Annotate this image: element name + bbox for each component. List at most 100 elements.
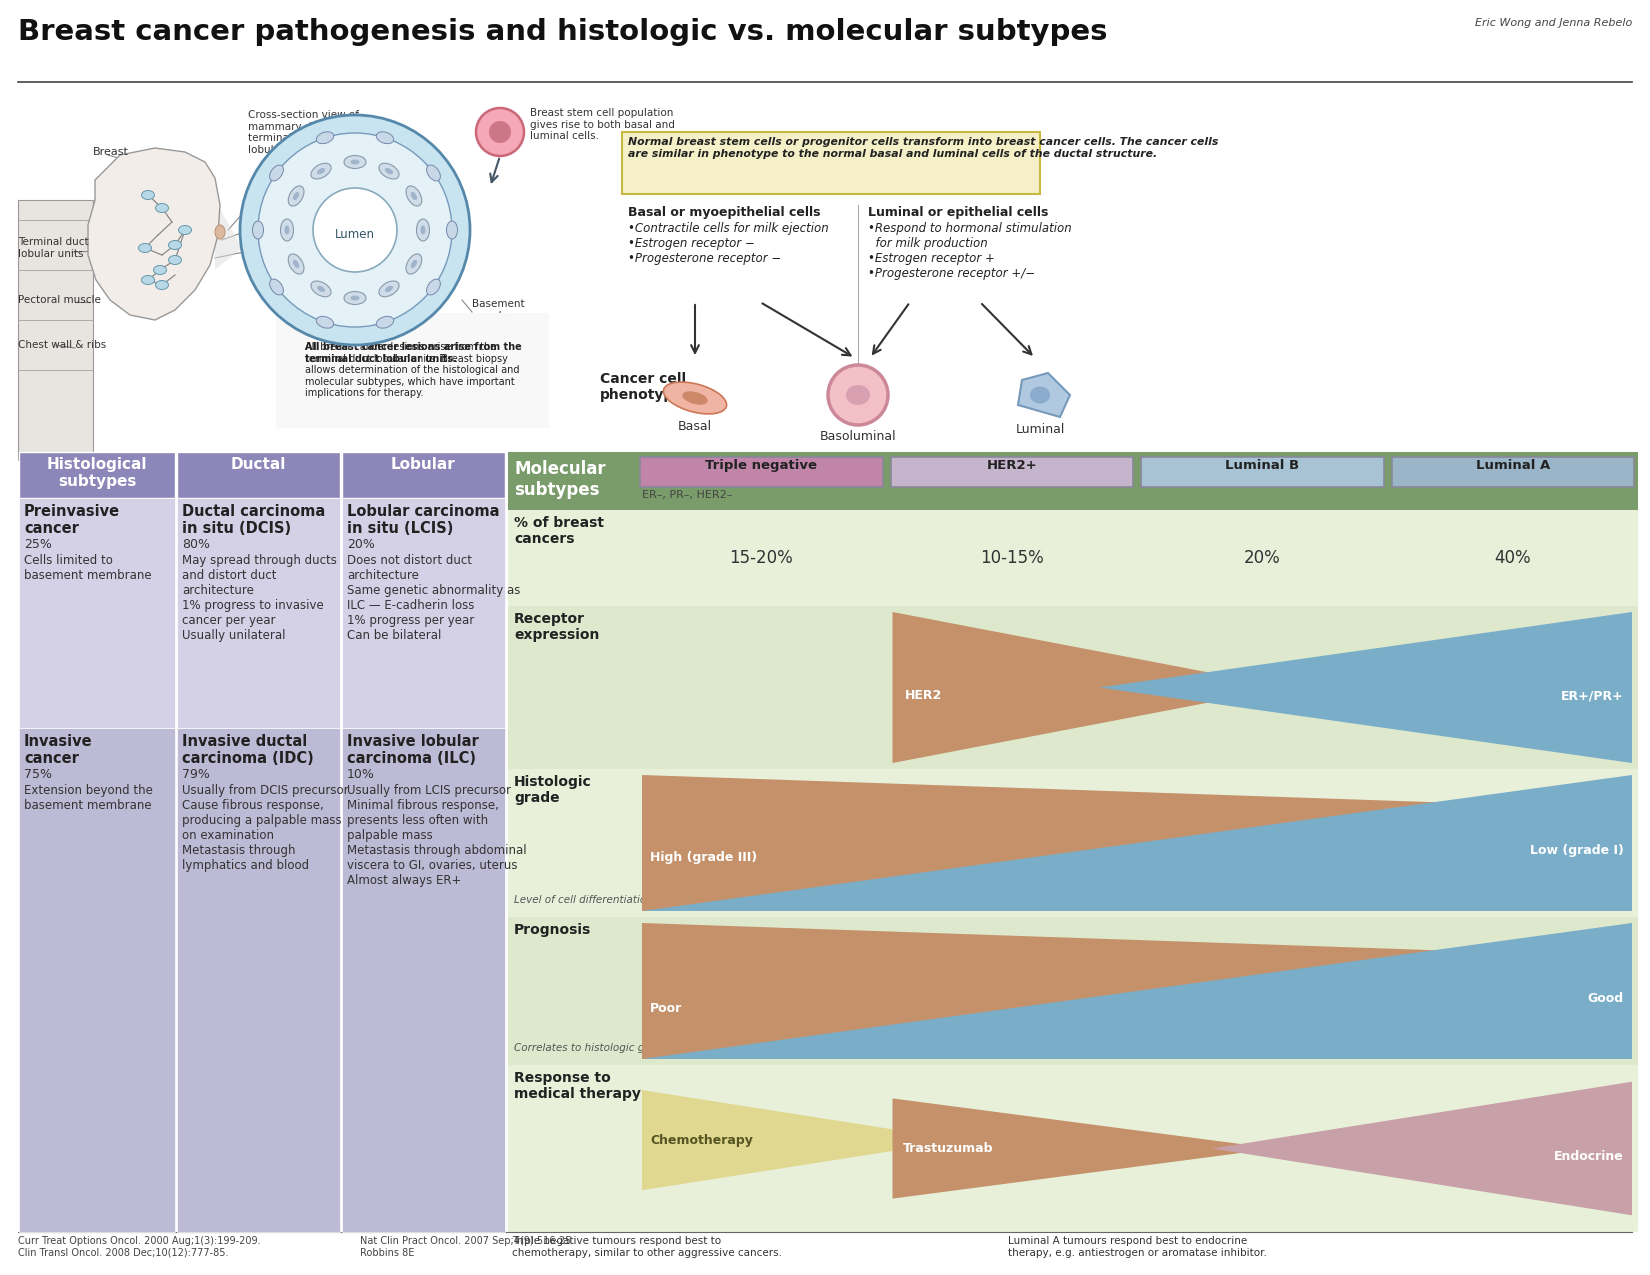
FancyBboxPatch shape bbox=[508, 1065, 1638, 1232]
Ellipse shape bbox=[168, 241, 182, 250]
Text: Good: Good bbox=[1587, 992, 1624, 1005]
Text: Invasive ductal
carcinoma (IDC): Invasive ductal carcinoma (IDC) bbox=[182, 734, 314, 766]
Text: Response to
medical therapy: Response to medical therapy bbox=[515, 1071, 640, 1102]
Ellipse shape bbox=[416, 219, 429, 241]
Text: Breast: Breast bbox=[92, 147, 129, 157]
Text: Invasive lobular
carcinoma (ILC): Invasive lobular carcinoma (ILC) bbox=[346, 734, 478, 766]
Ellipse shape bbox=[289, 254, 304, 274]
Polygon shape bbox=[1099, 612, 1632, 762]
Text: Usually from DCIS precursor
Cause fibrous response,
producing a palpable mass
on: Usually from DCIS precursor Cause fibrou… bbox=[182, 784, 348, 872]
Ellipse shape bbox=[289, 186, 304, 207]
Ellipse shape bbox=[411, 260, 417, 268]
Circle shape bbox=[828, 365, 888, 425]
FancyBboxPatch shape bbox=[342, 499, 505, 728]
Ellipse shape bbox=[214, 224, 224, 238]
Text: Cells limited to
basement membrane: Cells limited to basement membrane bbox=[25, 555, 152, 581]
Text: •Respond to hormonal stimulation
  for milk production
•Estrogen receptor +
•Pro: •Respond to hormonal stimulation for mil… bbox=[868, 222, 1072, 280]
FancyBboxPatch shape bbox=[508, 510, 1638, 606]
Text: Nipple: Nipple bbox=[244, 205, 279, 215]
Text: Preinvasive
cancer: Preinvasive cancer bbox=[25, 504, 120, 537]
Ellipse shape bbox=[447, 221, 457, 238]
Ellipse shape bbox=[139, 244, 152, 252]
Text: •Contractile cells for milk ejection
•Estrogen receptor −
•Progesterone receptor: •Contractile cells for milk ejection •Es… bbox=[629, 222, 828, 265]
Text: HER2: HER2 bbox=[904, 690, 942, 703]
Text: Stroma: Stroma bbox=[244, 244, 282, 252]
Text: 80%: 80% bbox=[182, 538, 210, 551]
Text: Usually from LCIS precursor
Minimal fibrous response,
presents less often with
p: Usually from LCIS precursor Minimal fibr… bbox=[346, 784, 526, 887]
FancyBboxPatch shape bbox=[508, 769, 1638, 917]
Polygon shape bbox=[642, 923, 1632, 1060]
Ellipse shape bbox=[155, 280, 168, 289]
Ellipse shape bbox=[178, 226, 191, 235]
Ellipse shape bbox=[406, 254, 422, 274]
FancyBboxPatch shape bbox=[20, 453, 175, 499]
Ellipse shape bbox=[380, 163, 399, 179]
Ellipse shape bbox=[317, 316, 333, 328]
Text: Ducts: Ducts bbox=[244, 223, 276, 233]
Text: May spread through ducts
and distort duct
architecture
1% progress to invasive
c: May spread through ducts and distort duc… bbox=[182, 555, 337, 643]
Ellipse shape bbox=[350, 159, 360, 164]
FancyBboxPatch shape bbox=[640, 456, 883, 487]
Text: Invasive
cancer: Invasive cancer bbox=[25, 734, 92, 766]
Text: Luminal A: Luminal A bbox=[1475, 459, 1549, 472]
Ellipse shape bbox=[384, 168, 393, 175]
Text: Basal or myoepithelial cells: Basal or myoepithelial cells bbox=[629, 207, 820, 219]
Text: Extension beyond the
basement membrane: Extension beyond the basement membrane bbox=[25, 784, 153, 812]
Polygon shape bbox=[893, 1098, 1275, 1198]
Circle shape bbox=[314, 187, 398, 272]
Ellipse shape bbox=[317, 131, 333, 144]
Text: Nat Clin Pract Oncol. 2007 Sep;4(9):516-25.
Robbins 8E: Nat Clin Pract Oncol. 2007 Sep;4(9):516-… bbox=[360, 1235, 574, 1257]
Ellipse shape bbox=[376, 316, 394, 328]
FancyBboxPatch shape bbox=[20, 728, 175, 1232]
Polygon shape bbox=[893, 612, 1287, 762]
FancyBboxPatch shape bbox=[1391, 456, 1634, 487]
Polygon shape bbox=[642, 1090, 962, 1191]
Ellipse shape bbox=[294, 260, 299, 268]
Text: 10%: 10% bbox=[346, 768, 375, 782]
Text: Luminal B: Luminal B bbox=[1226, 459, 1299, 472]
Ellipse shape bbox=[155, 204, 168, 213]
Ellipse shape bbox=[142, 275, 155, 284]
Text: Basoluminal: Basoluminal bbox=[820, 430, 896, 442]
Text: Poor: Poor bbox=[650, 1002, 681, 1015]
Text: Chemotherapy: Chemotherapy bbox=[650, 1133, 752, 1146]
Text: Does not distort duct
architecture
Same genetic abnormality as
ILC — E-cadherin : Does not distort duct architecture Same … bbox=[346, 555, 520, 643]
Ellipse shape bbox=[280, 219, 294, 241]
Ellipse shape bbox=[252, 221, 264, 238]
Ellipse shape bbox=[142, 190, 155, 199]
FancyBboxPatch shape bbox=[20, 499, 175, 728]
Ellipse shape bbox=[427, 279, 441, 295]
FancyBboxPatch shape bbox=[177, 453, 340, 499]
Text: 79%: 79% bbox=[182, 768, 210, 782]
Text: All breast cancer lesions arise from the
terminal duct lobular units.: All breast cancer lesions arise from the… bbox=[305, 342, 521, 363]
Polygon shape bbox=[642, 775, 1632, 912]
Text: Eric Wong and Jenna Rebelo: Eric Wong and Jenna Rebelo bbox=[1475, 18, 1632, 28]
Text: Chest wall & ribs: Chest wall & ribs bbox=[18, 340, 106, 351]
Text: Triple negative: Triple negative bbox=[705, 459, 817, 472]
Text: Lumen: Lumen bbox=[335, 228, 375, 241]
Text: Lobular: Lobular bbox=[391, 456, 455, 472]
Ellipse shape bbox=[343, 292, 366, 305]
Text: Breast cancer pathogenesis and histologic vs. molecular subtypes: Breast cancer pathogenesis and histologi… bbox=[18, 18, 1107, 46]
Ellipse shape bbox=[153, 265, 167, 274]
FancyBboxPatch shape bbox=[177, 499, 340, 728]
Ellipse shape bbox=[317, 168, 325, 175]
Circle shape bbox=[475, 108, 525, 156]
Text: Low (grade I): Low (grade I) bbox=[1530, 844, 1624, 857]
Text: Cancer cell
phenotype: Cancer cell phenotype bbox=[601, 372, 686, 402]
Text: % of breast
cancers: % of breast cancers bbox=[515, 516, 604, 546]
Ellipse shape bbox=[683, 391, 708, 404]
Text: Basal: Basal bbox=[678, 419, 713, 434]
FancyBboxPatch shape bbox=[508, 917, 1638, 1065]
Ellipse shape bbox=[294, 193, 299, 200]
Text: Histological
subtypes: Histological subtypes bbox=[46, 456, 147, 490]
Circle shape bbox=[239, 115, 470, 346]
Text: Breast stem cell population
gives rise to both basal and
luminal cells.: Breast stem cell population gives rise t… bbox=[530, 108, 675, 142]
Text: Luminal A tumours respond best to endocrine
therapy, e.g. antiestrogen or aromat: Luminal A tumours respond best to endocr… bbox=[1008, 1235, 1267, 1257]
Text: Triple negative tumours respond best to
chemotherapy, similar to other aggressiv: Triple negative tumours respond best to … bbox=[512, 1235, 782, 1257]
Ellipse shape bbox=[168, 255, 182, 264]
Ellipse shape bbox=[411, 193, 417, 200]
Circle shape bbox=[488, 121, 512, 143]
Ellipse shape bbox=[406, 186, 422, 207]
Text: Correlates to histologic grade: Correlates to histologic grade bbox=[515, 1043, 668, 1053]
